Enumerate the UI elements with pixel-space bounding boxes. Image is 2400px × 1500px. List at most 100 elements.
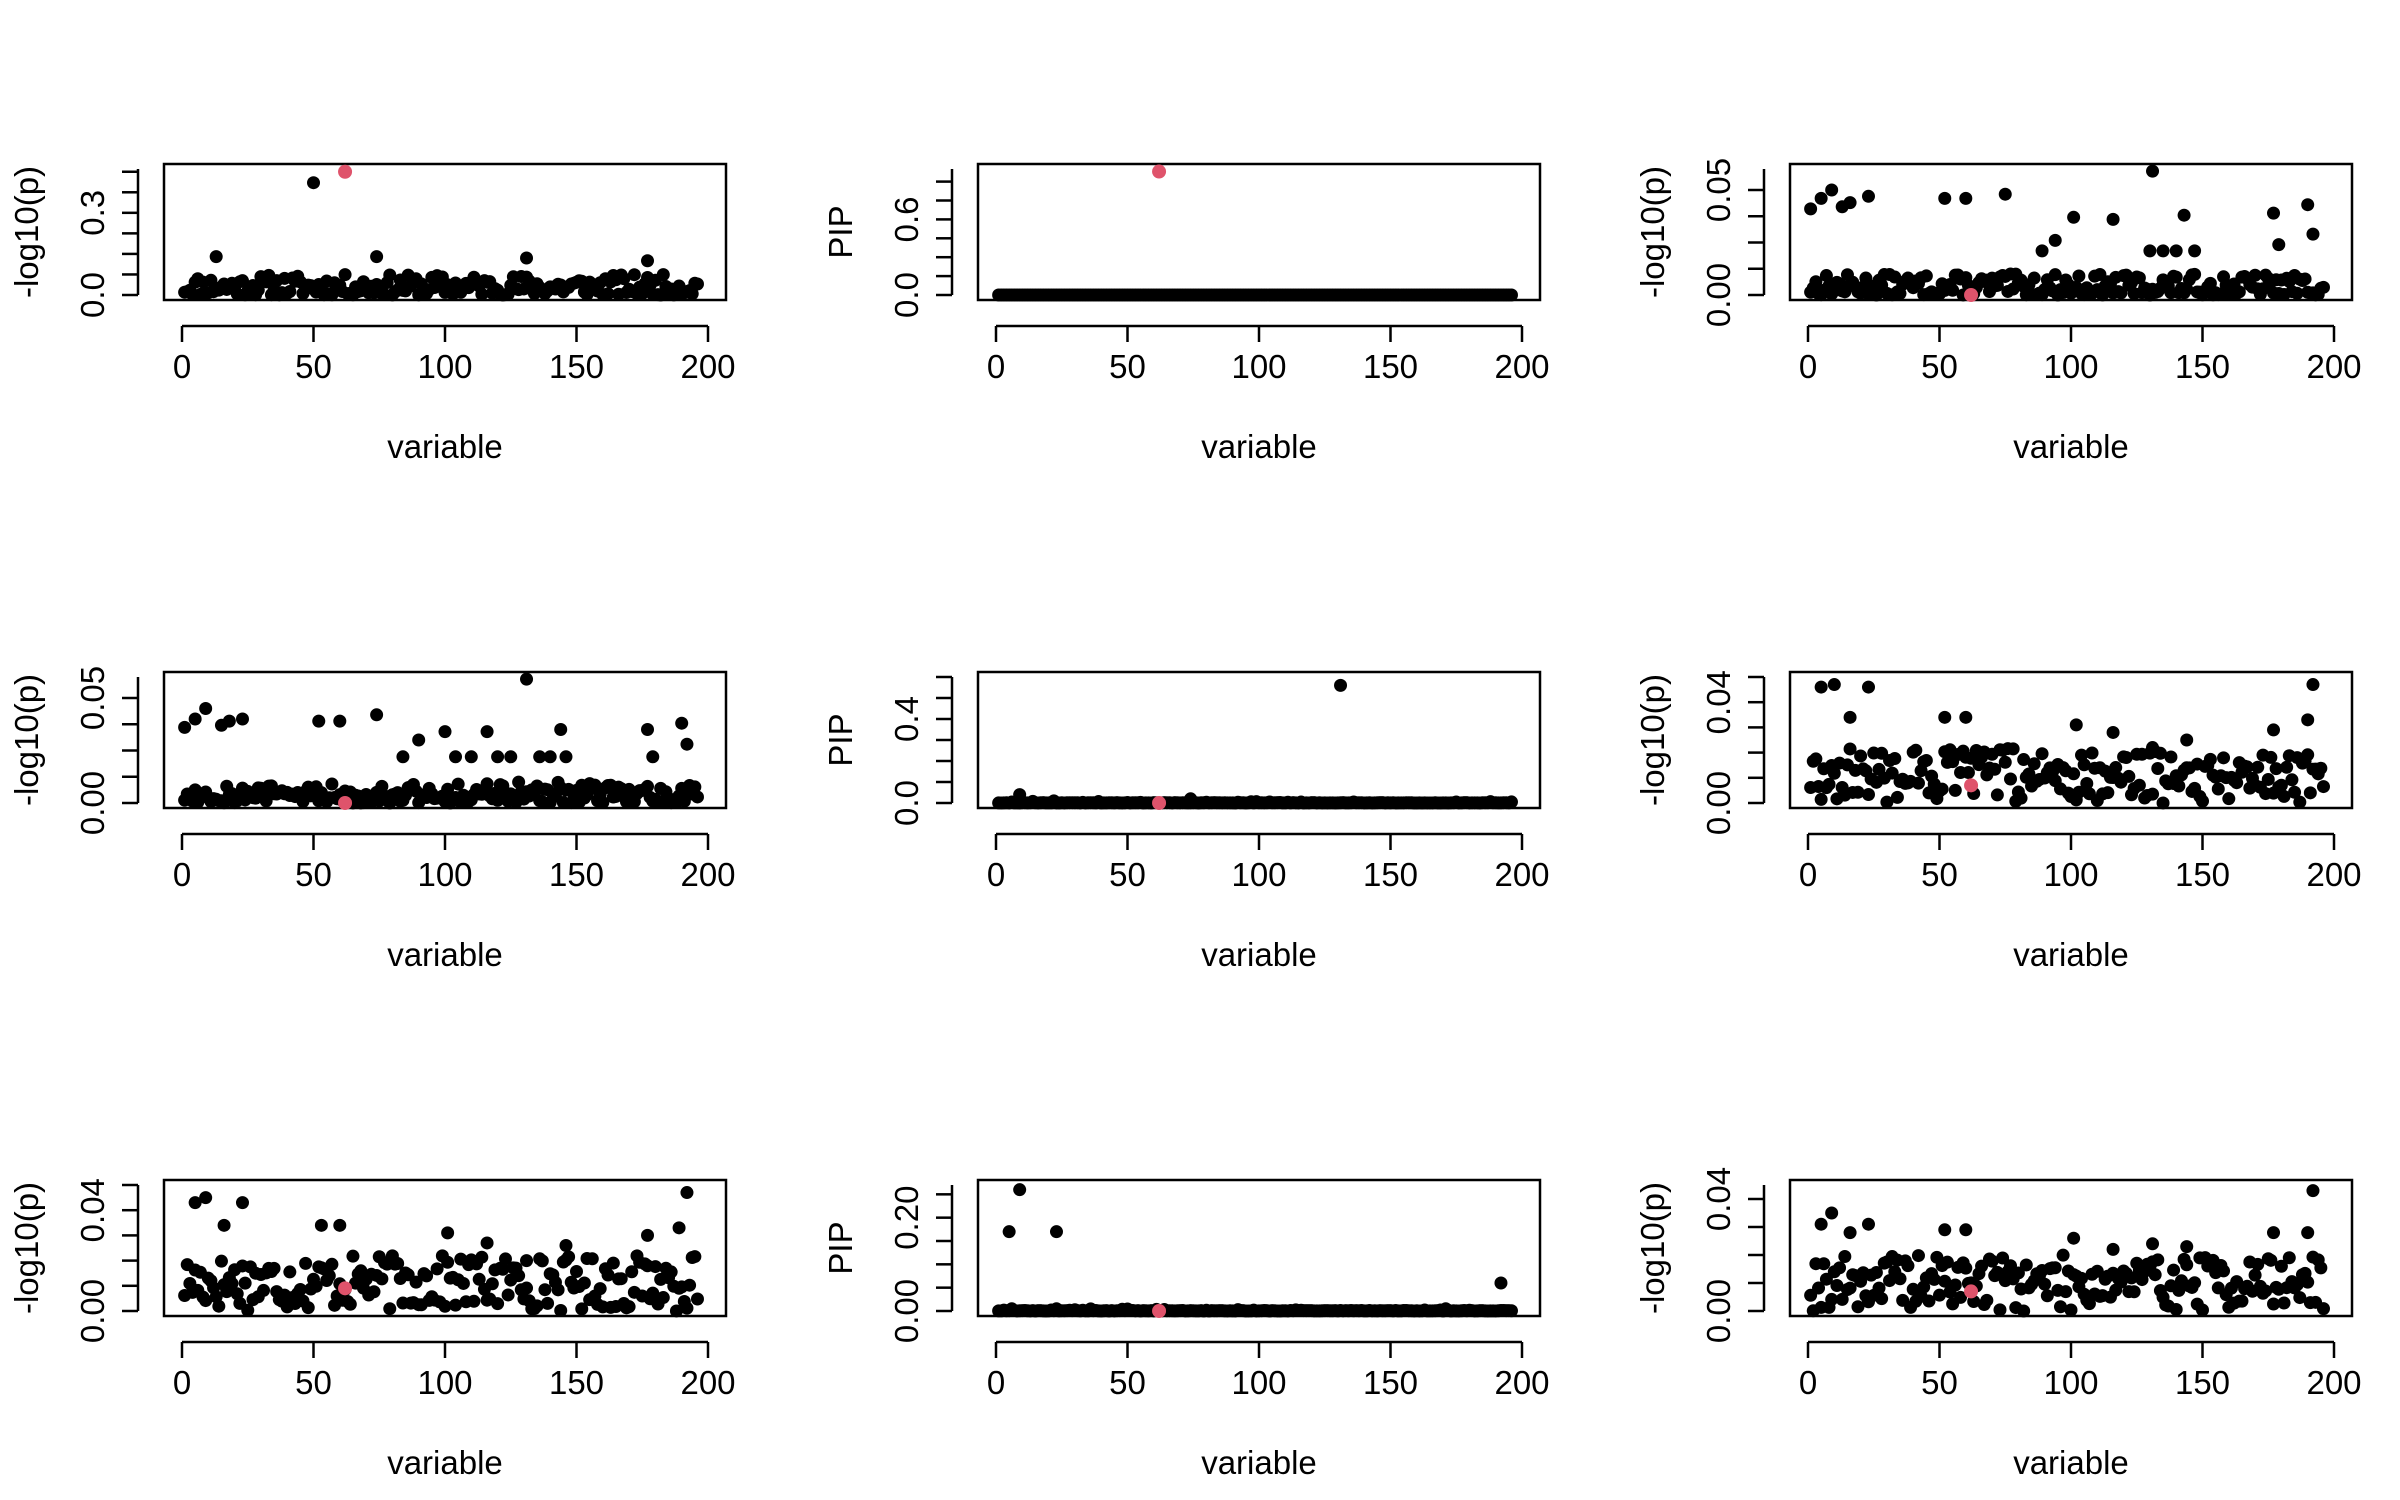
data-point xyxy=(575,1302,589,1316)
data-point xyxy=(1822,777,1836,791)
data-point xyxy=(2222,792,2236,806)
data-point xyxy=(480,777,494,791)
data-point xyxy=(1885,766,1899,780)
data-point xyxy=(480,1236,494,1250)
y-tick-label: 0.00 xyxy=(1700,263,1737,327)
data-point xyxy=(2316,1302,2330,1316)
y-axis: 0.00 0.20 PIP xyxy=(822,1185,954,1343)
data-point xyxy=(199,702,213,715)
data-point xyxy=(2048,233,2062,247)
data-point xyxy=(2301,748,2315,762)
y-tick-label: 0.00 xyxy=(888,1279,925,1343)
x-axis-label: variable xyxy=(2013,1444,2129,1481)
data-point xyxy=(2172,779,2186,793)
data-point xyxy=(2101,786,2115,800)
data-point xyxy=(2285,773,2299,787)
data-point xyxy=(430,1262,444,1276)
x-tick-label: 0 xyxy=(987,348,1005,385)
data-point xyxy=(475,287,489,301)
data-point xyxy=(283,284,297,298)
data-point xyxy=(449,1298,463,1312)
y-axis-label: PIP xyxy=(822,1221,859,1274)
data-point xyxy=(1851,785,1865,799)
data-point xyxy=(2188,267,2202,281)
x-tick-label: 0 xyxy=(1799,1364,1817,1401)
data-point xyxy=(204,273,218,287)
scatter-panel-6: 0 50 100 150 200 variable 0.00 0.04 -log10(p) xyxy=(1634,670,2362,973)
data-point xyxy=(222,714,236,728)
data-point xyxy=(680,1301,694,1315)
data-point xyxy=(1494,1276,1508,1290)
y-tick-label: 0.00 xyxy=(1700,771,1737,835)
x-axis-label: variable xyxy=(387,1444,503,1481)
data-point xyxy=(449,750,463,764)
data-point xyxy=(593,1282,607,1296)
x-axis-label: variable xyxy=(1201,1444,1317,1481)
data-point xyxy=(2259,1284,2273,1298)
x-axis-label: variable xyxy=(2013,936,2129,973)
data-point xyxy=(1938,1223,1952,1237)
x-tick-label: 50 xyxy=(295,1364,332,1401)
data-point xyxy=(562,1250,576,1264)
data-point xyxy=(541,1296,555,1310)
data-point xyxy=(646,750,660,764)
data-point xyxy=(1959,1261,1973,1275)
data-point xyxy=(1851,1300,1865,1314)
data-point xyxy=(520,672,534,686)
data-point xyxy=(412,733,426,747)
data-point xyxy=(1504,795,1518,809)
data-point xyxy=(2261,772,2275,786)
data-point xyxy=(512,775,526,789)
data-point xyxy=(464,750,478,764)
data-point xyxy=(1985,1254,1999,1268)
data-point xyxy=(2274,1259,2288,1273)
x-tick-label: 50 xyxy=(1109,856,1146,893)
data-point xyxy=(2248,268,2262,282)
x-axis: 0 50 100 150 200 variable xyxy=(987,832,1550,973)
data-point xyxy=(2267,1297,2281,1311)
data-point xyxy=(325,777,339,791)
data-point xyxy=(301,1301,315,1315)
data-point xyxy=(1940,1255,1954,1269)
data-point xyxy=(2269,762,2283,776)
data-point xyxy=(617,272,631,286)
data-point xyxy=(1859,271,1873,285)
x-tick-label: 150 xyxy=(1363,348,1418,385)
data-point xyxy=(1959,191,1973,205)
data-point xyxy=(370,708,384,722)
data-point xyxy=(2203,752,2217,766)
data-point xyxy=(346,1249,360,1263)
plot-frame xyxy=(162,1178,728,1318)
y-axis-label: -log10(p) xyxy=(1634,1182,1671,1314)
x-tick-label: 100 xyxy=(417,348,472,385)
data-point xyxy=(2203,276,2217,290)
data-point xyxy=(2316,280,2330,294)
highlighted-data-point xyxy=(338,164,353,179)
data-point xyxy=(1948,783,1962,797)
data-point xyxy=(683,1278,697,1292)
data-point xyxy=(2027,757,2041,771)
data-point xyxy=(235,712,249,726)
data-point xyxy=(2235,1294,2249,1308)
x-tick-label: 150 xyxy=(549,1364,604,1401)
data-point xyxy=(1830,1278,1844,1292)
data-point xyxy=(1843,742,1857,756)
data-point xyxy=(2180,1240,2194,1254)
data-point xyxy=(554,723,568,736)
data-point xyxy=(688,780,702,794)
data-point xyxy=(309,1279,323,1293)
data-point xyxy=(2180,733,2194,747)
data-point xyxy=(212,1299,226,1313)
data-point xyxy=(391,1257,405,1271)
data-point xyxy=(312,714,326,728)
data-point xyxy=(2314,1261,2328,1275)
data-point xyxy=(1980,1293,1994,1307)
data-point xyxy=(2067,1231,2081,1245)
data-point xyxy=(646,1286,660,1300)
data-point xyxy=(1817,1257,1831,1271)
data-point xyxy=(325,1257,339,1271)
x-tick-label: 100 xyxy=(2043,856,2098,893)
data-point xyxy=(656,1291,670,1305)
data-point xyxy=(1504,288,1518,302)
data-point xyxy=(438,1299,452,1313)
